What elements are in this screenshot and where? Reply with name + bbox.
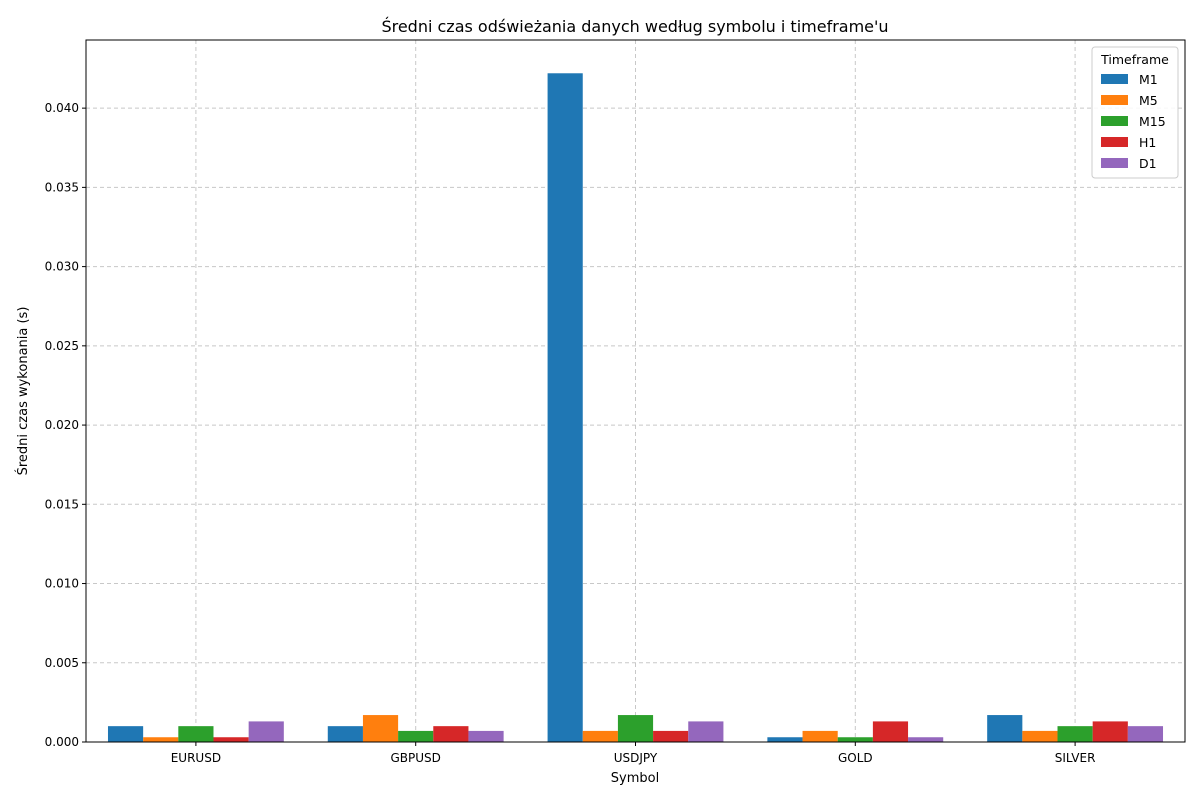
y-tick-label: 0.025 <box>45 339 79 353</box>
bar-h1-silver <box>1092 721 1128 742</box>
bar-m1-gbpusd <box>327 726 363 742</box>
legend-label-h1: H1 <box>1139 135 1156 150</box>
bar-h1-eurusd <box>213 737 249 742</box>
legend-swatch-m1 <box>1101 74 1128 84</box>
x-tick-label: GBPUSD <box>390 751 440 765</box>
y-tick-label: 0.020 <box>45 418 79 432</box>
legend-label-d1: D1 <box>1139 156 1157 171</box>
y-tick-label: 0.030 <box>45 260 79 274</box>
bar-m5-eurusd <box>143 737 179 742</box>
y-tick-label: 0.005 <box>45 656 79 670</box>
bar-m1-eurusd <box>107 726 144 742</box>
chart-title: Średni czas odświeżania danych według sy… <box>381 17 888 36</box>
bar-m5-gold <box>802 730 838 742</box>
bars <box>107 73 1164 742</box>
bar-h1-gold <box>872 721 909 742</box>
grid <box>86 40 1185 743</box>
y-axis-label: Średni czas wykonania (s) <box>15 307 31 476</box>
bar-m1-usdjpy <box>547 73 583 742</box>
x-tick-label: EURUSD <box>171 751 221 765</box>
bar-h1-usdjpy <box>653 730 689 742</box>
y-axis: 0.000 0.005 0.010 0.015 0.020 0.025 0.030 0.035… <box>45 101 86 749</box>
y-tick-label: 0.010 <box>45 577 79 591</box>
bar-m5-gbpusd <box>362 715 399 742</box>
bar-m5-usdjpy <box>582 730 618 742</box>
bar-d1-usdjpy <box>688 721 724 742</box>
x-axis: EURUSD GBPUSD USDJPY GOLD SILVER <box>171 742 1096 765</box>
y-tick-label: 0.035 <box>45 180 79 194</box>
y-tick-label: 0.015 <box>45 497 79 511</box>
bar-d1-eurusd <box>248 721 284 742</box>
legend-title: Timeframe <box>1100 52 1169 67</box>
legend-swatch-m15 <box>1101 116 1128 126</box>
bar-d1-gold <box>908 737 944 742</box>
bar-h1-gbpusd <box>433 726 469 742</box>
bar-d1-gbpusd <box>468 730 504 742</box>
legend: Timeframe M1 M5 M15 H1 D1 <box>1091 46 1179 179</box>
x-tick-label: USDJPY <box>614 751 658 765</box>
y-tick-label: 0.040 <box>45 101 79 115</box>
bar-m5-silver <box>1022 730 1058 742</box>
bar-m15-gbpusd <box>398 730 434 742</box>
bar-m1-silver <box>987 715 1023 742</box>
legend-swatch-h1 <box>1101 137 1128 147</box>
bar-d1-silver <box>1127 726 1164 742</box>
legend-swatch-m5 <box>1101 95 1128 105</box>
bar-m15-eurusd <box>178 726 214 742</box>
x-axis-label: Symbol <box>611 771 659 786</box>
legend-label-m5: M5 <box>1139 93 1158 108</box>
legend-label-m1: M1 <box>1139 72 1158 87</box>
y-tick-label: 0.000 <box>45 735 79 749</box>
legend-label-m15: M15 <box>1139 114 1166 129</box>
legend-swatch-d1 <box>1101 158 1128 168</box>
x-tick-label: SILVER <box>1055 751 1096 765</box>
bar-m15-usdjpy <box>617 715 654 742</box>
bar-m15-gold <box>837 737 873 742</box>
bar-m1-gold <box>767 737 803 742</box>
x-tick-label: GOLD <box>838 751 873 765</box>
bar-m15-silver <box>1057 726 1093 742</box>
